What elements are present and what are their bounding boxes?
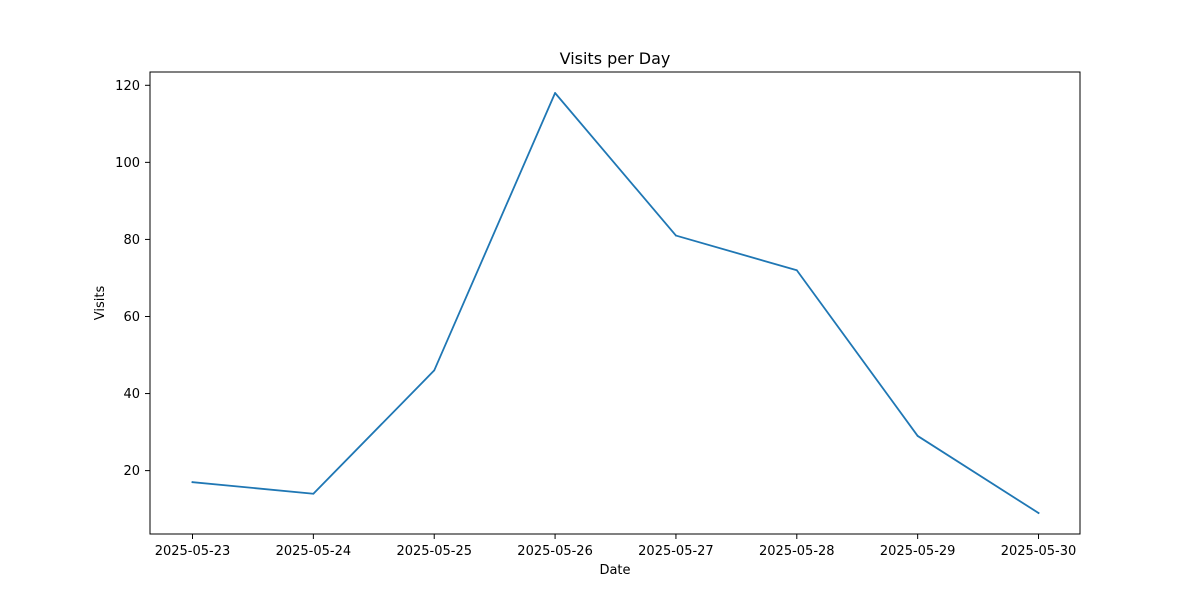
plot-area bbox=[150, 72, 1080, 534]
y-tick-label: 60 bbox=[123, 310, 140, 325]
y-axis-label: Visits bbox=[93, 286, 108, 321]
x-tick-label: 2025-05-30 bbox=[1001, 544, 1077, 559]
plot-frame bbox=[149, 71, 1081, 535]
y-tick-label: 40 bbox=[123, 387, 140, 402]
x-tick-label: 2025-05-28 bbox=[759, 544, 835, 559]
x-tick-label: 2025-05-24 bbox=[276, 544, 352, 559]
x-axis-ticks: 2025-05-23 2025-05-24 2025-05-25 2025-05-26… bbox=[155, 534, 1077, 559]
y-tick-label: 20 bbox=[123, 464, 140, 479]
y-axis-ticks: 20 40 60 80 100 120 bbox=[115, 79, 150, 479]
x-axis-label: Date bbox=[599, 563, 630, 578]
x-tick-label: 2025-05-29 bbox=[880, 544, 956, 559]
data-point bbox=[675, 234, 677, 237]
data-point bbox=[191, 481, 194, 484]
x-tick-label: 2025-05-25 bbox=[396, 544, 472, 559]
x-tick-label: 2025-05-23 bbox=[155, 544, 231, 559]
chart-title: Visits per Day bbox=[560, 49, 671, 68]
data-point bbox=[1037, 512, 1040, 514]
y-tick-label: 80 bbox=[123, 233, 140, 248]
series-layer bbox=[191, 92, 1040, 515]
x-tick-label: 2025-05-27 bbox=[638, 544, 714, 559]
data-point bbox=[554, 92, 556, 94]
data-point bbox=[312, 492, 315, 495]
data-point bbox=[795, 269, 798, 272]
y-tick-label: 100 bbox=[115, 156, 140, 171]
y-tick-label: 120 bbox=[115, 79, 140, 94]
x-tick-label: 2025-05-26 bbox=[517, 544, 593, 559]
data-point bbox=[916, 435, 919, 437]
series-line-visits bbox=[191, 92, 1040, 515]
data-point bbox=[433, 369, 436, 372]
